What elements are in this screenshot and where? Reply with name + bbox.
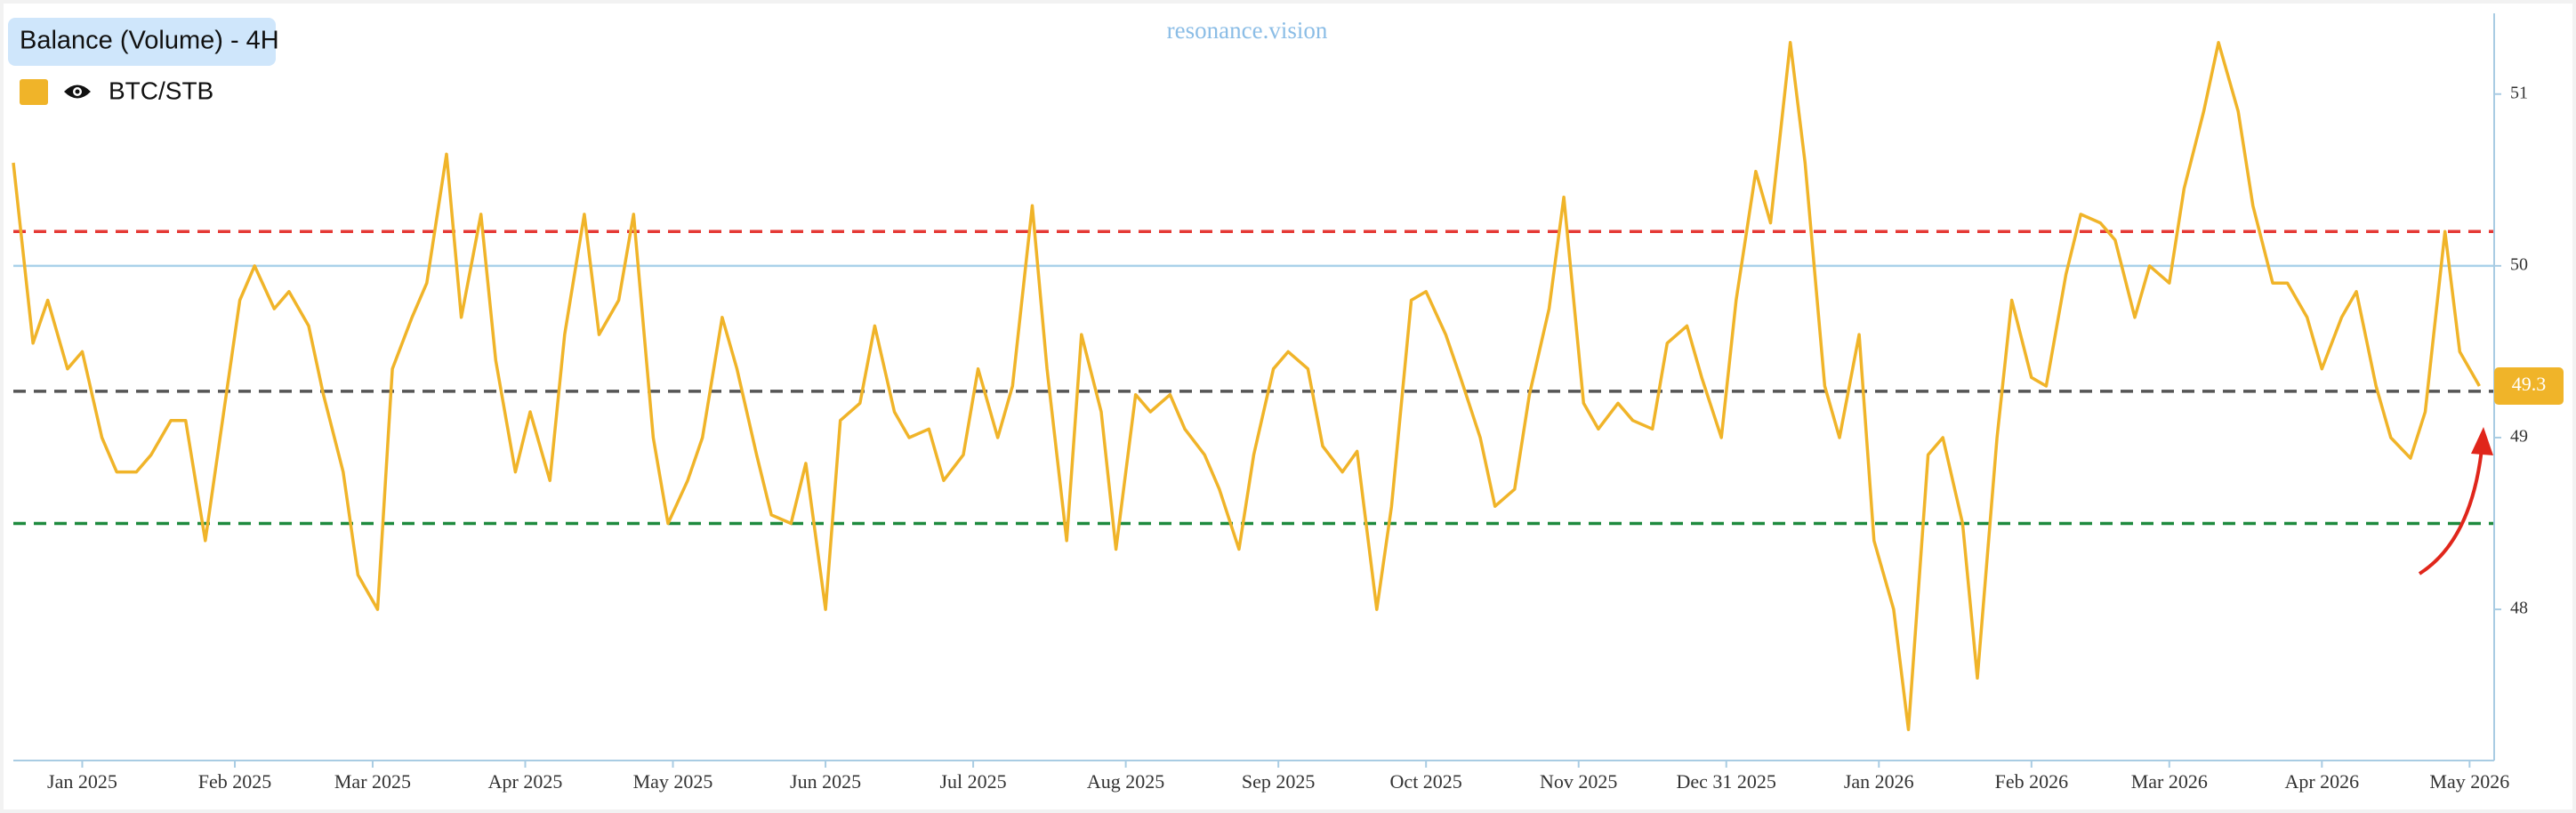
x-tick-label: Apr 2025: [488, 770, 563, 793]
y-tick-label: 51: [2510, 83, 2528, 102]
x-tick-label: Dec 31 2025: [1677, 770, 1776, 793]
x-tick-label: Jan 2025: [47, 770, 117, 793]
y-tick-label: 50: [2510, 254, 2528, 274]
x-tick-label: Sep 2025: [1242, 770, 1316, 793]
data-line: [12, 41, 2481, 731]
price-label-box: [2494, 367, 2564, 406]
x-tick-label: Apr 2026: [2284, 770, 2359, 793]
x-tick-label: Jul 2025: [939, 770, 1006, 793]
x-tick-label: Jan 2026: [1844, 770, 1914, 793]
x-tick-label: Oct 2025: [1390, 770, 1462, 793]
x-tick-label: May 2026: [2429, 770, 2509, 793]
legend-swatch[interactable]: [20, 79, 48, 105]
x-tick-label: Feb 2025: [198, 770, 272, 793]
legend-label[interactable]: BTC/STB: [109, 76, 213, 104]
x-tick-label: Mar 2025: [334, 770, 411, 793]
x-tick-label: Mar 2026: [2131, 770, 2208, 793]
chart-title: Balance (Volume) - 4H: [20, 27, 279, 55]
x-tick-label: Feb 2026: [1995, 770, 2069, 793]
price-label: 49.3: [2512, 373, 2547, 395]
x-tick-label: Aug 2025: [1087, 770, 1164, 793]
y-tick-label: 49: [2510, 427, 2528, 447]
visibility-icon[interactable]: [64, 85, 91, 99]
chart-background: [4, 4, 2572, 809]
plot-area: 48 49 50 51 Jan 2025 Feb 2025 Mar 2025 Apr 2025…: [12, 13, 2528, 793]
y-tick-label: 48: [2510, 599, 2528, 618]
x-tick-label: Nov 2025: [1540, 770, 1617, 793]
watermark: resonance.vision: [1167, 17, 1328, 44]
x-tick-label: Jun 2025: [790, 770, 861, 793]
annotation-arrow: [2418, 427, 2493, 576]
x-tick-label: May 2025: [633, 770, 713, 793]
title-box: [8, 18, 276, 66]
